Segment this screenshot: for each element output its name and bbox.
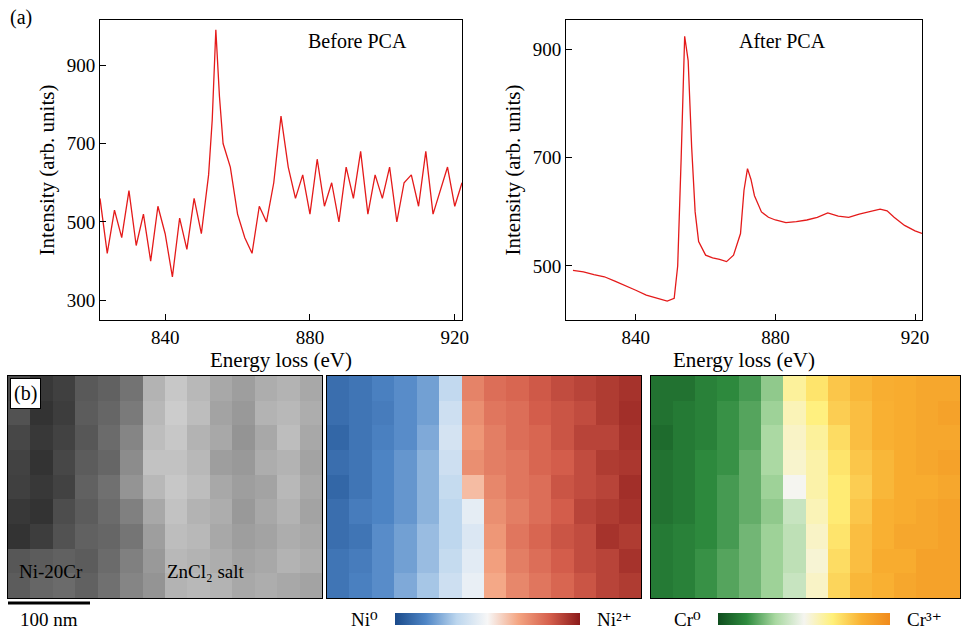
svg-text:Cr⁰: Cr⁰ <box>674 609 701 630</box>
svg-text:Energy loss (eV): Energy loss (eV) <box>673 348 815 372</box>
svg-text:500: 500 <box>533 256 562 277</box>
svg-text:840: 840 <box>622 327 651 348</box>
svg-text:880: 880 <box>296 327 325 348</box>
svg-text:700: 700 <box>67 133 96 154</box>
svg-text:Before PCA: Before PCA <box>308 30 407 52</box>
svg-text:After PCA: After PCA <box>739 30 826 52</box>
svg-text:Ni-20Cr: Ni-20Cr <box>19 561 83 582</box>
svg-text:Energy loss (eV): Energy loss (eV) <box>210 348 352 372</box>
svg-text:900: 900 <box>67 55 96 76</box>
svg-text:700: 700 <box>533 147 562 168</box>
svg-text:Ni⁰: Ni⁰ <box>351 609 378 630</box>
svg-text:900: 900 <box>533 39 562 60</box>
svg-text:Cr³⁺: Cr³⁺ <box>907 609 942 630</box>
svg-text:300: 300 <box>67 290 96 311</box>
svg-text:Intensity (arb. units): Intensity (arb. units) <box>501 85 525 256</box>
svg-text:840: 840 <box>151 327 180 348</box>
svg-text:(b): (b) <box>14 382 37 405</box>
svg-text:920: 920 <box>901 327 930 348</box>
svg-text:920: 920 <box>441 327 470 348</box>
svg-text:880: 880 <box>761 327 790 348</box>
svg-text:500: 500 <box>67 212 96 233</box>
svg-text:100 nm: 100 nm <box>20 609 78 630</box>
svg-text:Intensity (arb. units): Intensity (arb. units) <box>35 85 59 256</box>
svg-text:ZnCl₂ salt: ZnCl₂ salt <box>167 561 245 582</box>
svg-text:(a): (a) <box>10 6 32 29</box>
svg-text:Ni²⁺: Ni²⁺ <box>597 609 632 630</box>
